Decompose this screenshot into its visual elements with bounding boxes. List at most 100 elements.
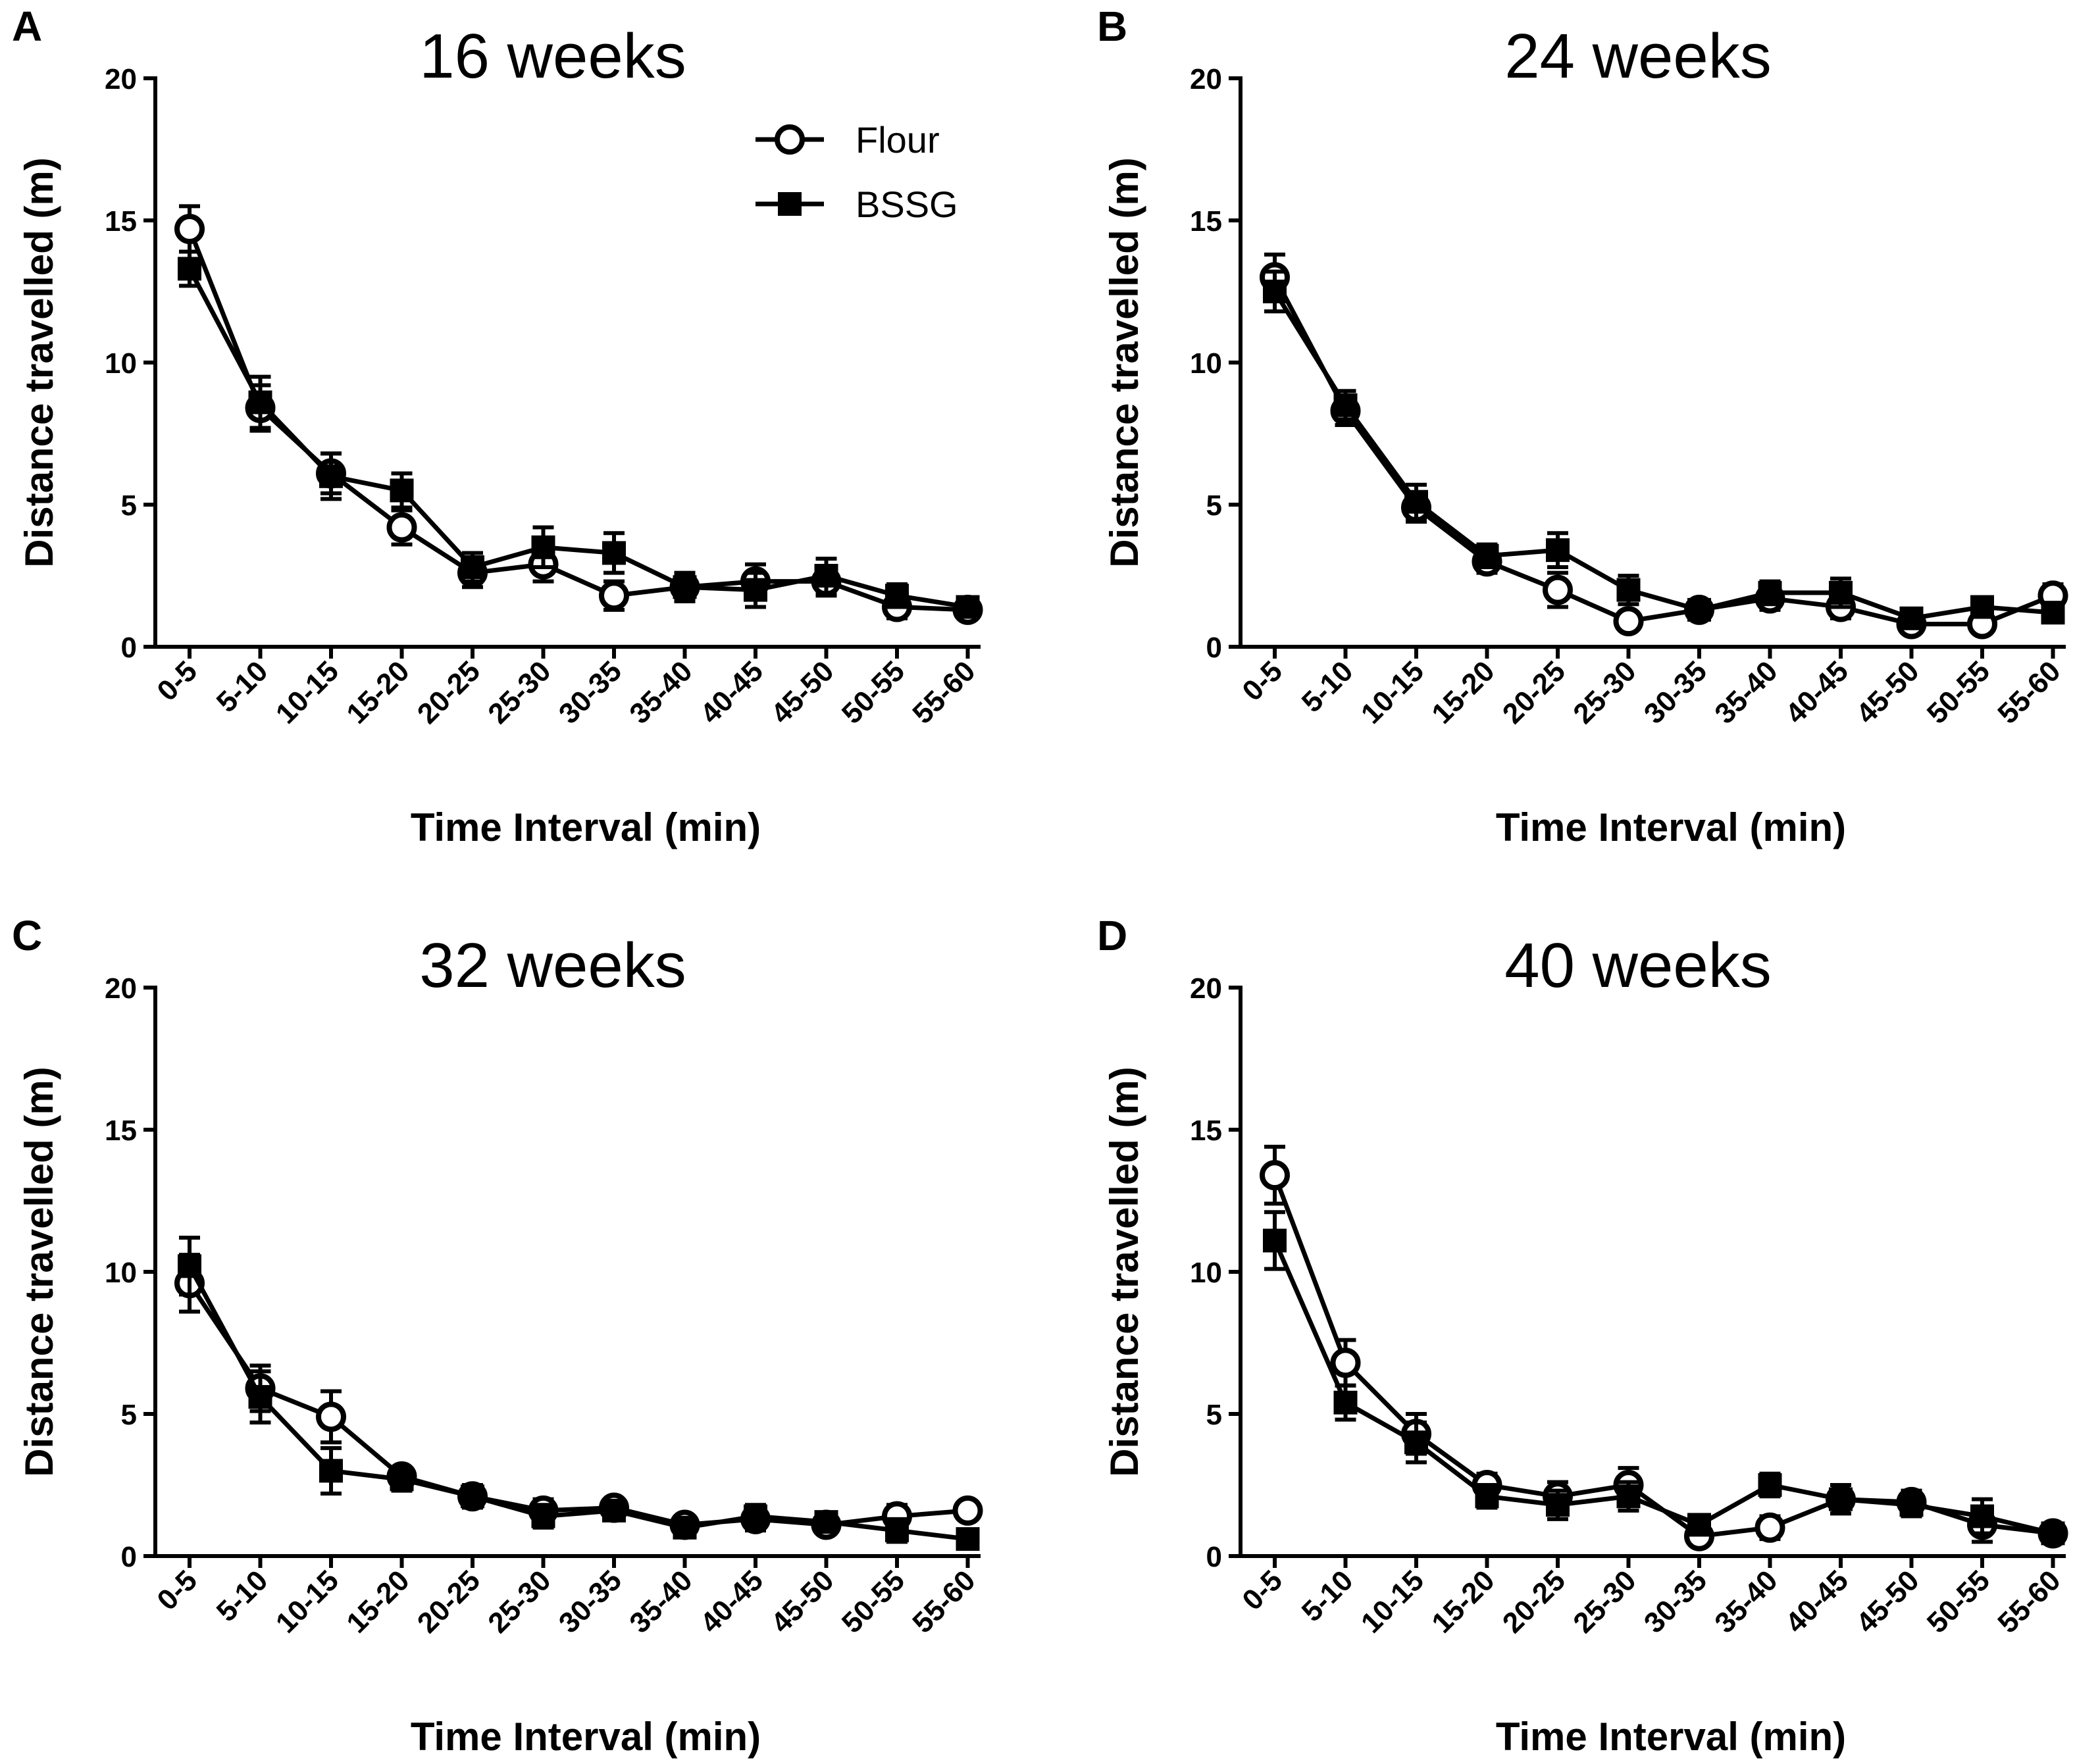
- data-point-bssg: [1475, 543, 1499, 568]
- y-tick-label: 5: [121, 490, 137, 522]
- y-tick-label: 15: [1190, 205, 1222, 238]
- data-point-bssg: [1758, 1473, 1782, 1497]
- y-axis-title: Distance travelled (m): [17, 1067, 61, 1477]
- data-point-bssg: [602, 1498, 626, 1523]
- y-tick-label: 20: [1190, 972, 1222, 1005]
- data-point-bssg: [1687, 1513, 1711, 1537]
- data-point-bssg: [319, 464, 343, 488]
- data-point-bssg: [1970, 1504, 1994, 1528]
- y-tick-label: 5: [1206, 490, 1222, 522]
- y-axis-title: Distance travelled (m): [17, 157, 61, 568]
- legend: Flour BSSG: [755, 119, 958, 225]
- series-bssg: [1263, 1210, 2065, 1546]
- data-point-bssg: [1687, 597, 1711, 622]
- data-point-bssg: [248, 390, 272, 415]
- data-point-flour: [1260, 1160, 1290, 1191]
- data-point-flour: [316, 1401, 346, 1432]
- data-point-flour: [174, 213, 205, 244]
- legend-marker-circle: [775, 124, 805, 155]
- data-point-bssg: [461, 1484, 484, 1509]
- data-point-bssg: [319, 1459, 343, 1483]
- y-tick-label: 20: [105, 63, 137, 95]
- y-axis-title: Distance travelled (m): [1102, 1067, 1146, 1477]
- y-tick-label: 15: [1190, 1115, 1222, 1147]
- y-tick-label: 10: [1190, 347, 1222, 380]
- y-tick-label: 20: [1190, 63, 1222, 95]
- data-point-bssg: [1616, 578, 1641, 602]
- data-point-bssg: [1829, 580, 1853, 605]
- panel-letter: C: [12, 912, 42, 959]
- y-axis-title: Distance travelled (m): [1102, 157, 1146, 568]
- y-tick-label: 5: [1206, 1399, 1222, 1431]
- data-point-bssg: [1263, 1228, 1287, 1253]
- y-tick-label: 10: [105, 347, 137, 380]
- panel-letter: A: [12, 3, 42, 50]
- series-bssg: [178, 249, 980, 619]
- data-point-bssg: [1616, 1484, 1641, 1509]
- y-tick-label: 10: [1190, 1257, 1222, 1289]
- chart-title: 40 weeks: [1504, 930, 1772, 1001]
- y-tick-label: 0: [121, 1541, 137, 1573]
- data-point-bssg: [1899, 1493, 1924, 1517]
- data-point-bssg: [1899, 606, 1924, 630]
- panel-letter: B: [1097, 3, 1127, 50]
- data-point-bssg: [956, 1527, 980, 1551]
- data-point-bssg: [390, 1467, 414, 1492]
- data-point-bssg: [673, 1515, 697, 1540]
- data-point-bssg: [390, 478, 414, 503]
- y-tick-label: 15: [105, 205, 137, 238]
- data-point-bssg: [1333, 1390, 1358, 1415]
- data-point-bssg: [1546, 538, 1570, 563]
- data-point-bssg: [2041, 1521, 2065, 1546]
- legend-marker-square: [778, 192, 802, 216]
- y-tick-label: 0: [1206, 1541, 1222, 1573]
- data-point-bssg: [1404, 1430, 1428, 1455]
- data-point-bssg: [178, 1254, 201, 1278]
- data-point-bssg: [814, 564, 838, 588]
- data-point-bssg: [1970, 595, 1994, 619]
- panel-letter: D: [1097, 912, 1127, 959]
- data-point-bssg: [1546, 1493, 1570, 1517]
- data-point-bssg: [744, 1504, 767, 1528]
- data-point-bssg: [1263, 280, 1287, 303]
- y-tick-label: 0: [121, 632, 137, 664]
- data-point-bssg: [744, 578, 767, 602]
- data-point-flour: [599, 580, 629, 611]
- data-point-flour: [1330, 1347, 1361, 1378]
- data-point-flour: [386, 512, 417, 543]
- x-axis-title: Time Interval (min): [411, 805, 761, 849]
- data-point-bssg: [602, 541, 626, 565]
- y-tick-label: 15: [105, 1115, 137, 1147]
- data-point-bssg: [1829, 1487, 1853, 1511]
- series-bssg: [178, 1236, 980, 1551]
- data-point-bssg: [2041, 601, 2065, 625]
- data-point-bssg: [531, 535, 555, 559]
- y-tick-label: 20: [105, 972, 137, 1005]
- chart-title: 24 weeks: [1504, 21, 1772, 91]
- x-axis-title: Time Interval (min): [411, 1715, 761, 1759]
- data-point-bssg: [885, 1519, 909, 1543]
- data-point-bssg: [956, 595, 980, 619]
- data-point-bssg: [531, 1504, 555, 1528]
- data-point-bssg: [461, 555, 484, 580]
- y-tick-label: 0: [1206, 632, 1222, 664]
- chart-title: 32 weeks: [419, 930, 686, 1001]
- data-point-bssg: [673, 575, 697, 599]
- data-point-flour: [1754, 1512, 1785, 1543]
- data-point-bssg: [248, 1385, 272, 1409]
- y-tick-label: 10: [105, 1257, 137, 1289]
- data-point-bssg: [1404, 490, 1428, 514]
- chart-title: 16 weeks: [419, 21, 686, 91]
- legend-label: Flour: [856, 119, 940, 161]
- data-point-flour: [1543, 574, 1573, 605]
- data-point-bssg: [1475, 1484, 1499, 1509]
- x-axis-title: Time Interval (min): [1496, 1715, 1846, 1759]
- data-point-bssg: [814, 1510, 838, 1534]
- data-point-bssg: [1758, 580, 1782, 605]
- data-point-bssg: [178, 257, 201, 281]
- data-point-bssg: [885, 584, 909, 608]
- series-bssg: [1263, 269, 2065, 630]
- data-point-bssg: [1333, 393, 1358, 417]
- legend-label: BSSG: [856, 184, 958, 225]
